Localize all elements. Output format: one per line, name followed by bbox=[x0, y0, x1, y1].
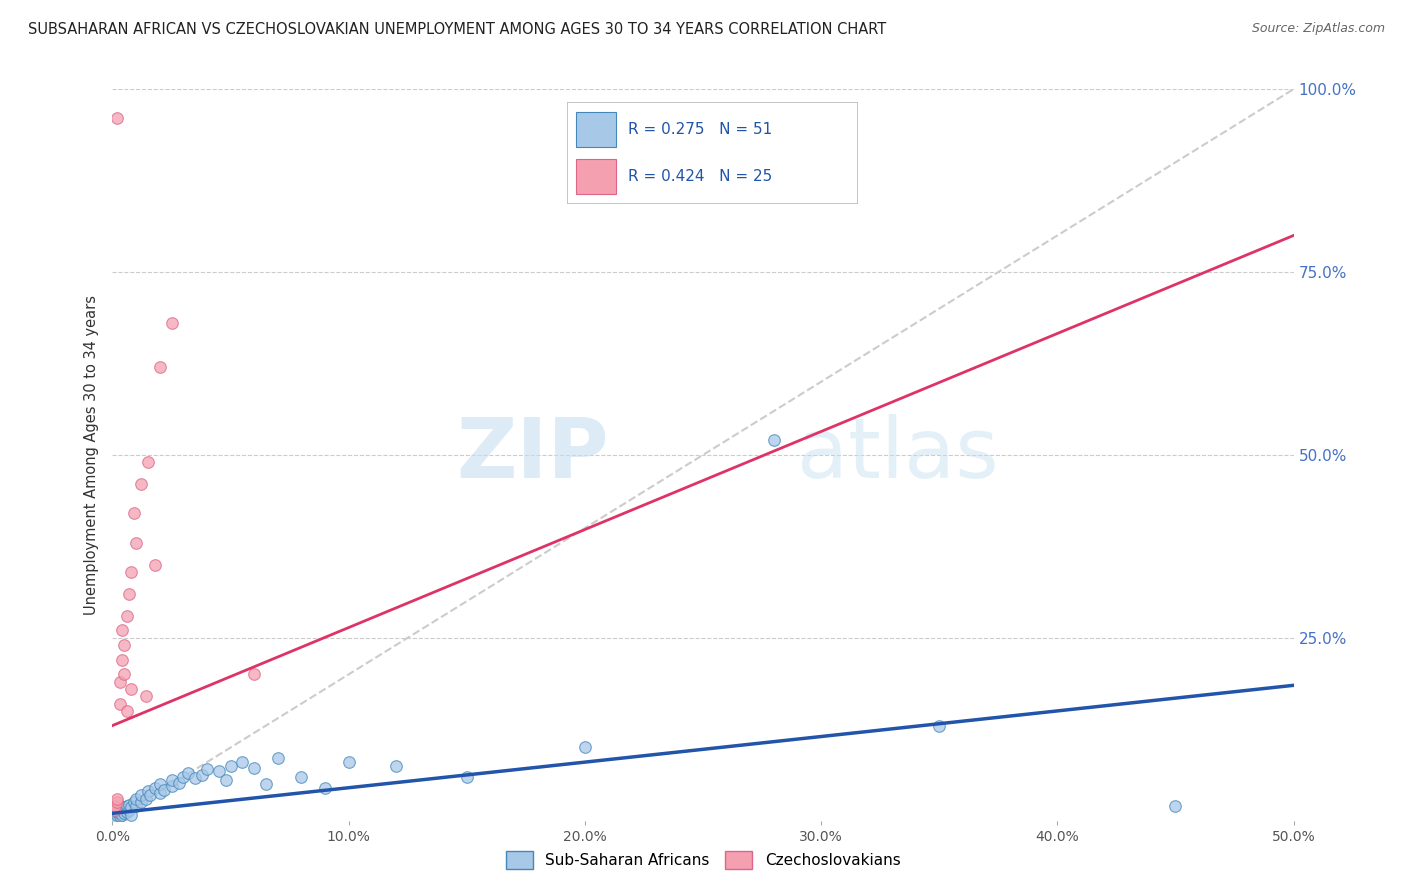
Point bbox=[112, 638, 135, 652]
Point bbox=[115, 704, 138, 718]
Point bbox=[1164, 799, 1187, 814]
Point bbox=[108, 697, 131, 711]
Point bbox=[184, 771, 207, 785]
Point bbox=[149, 777, 172, 791]
Point bbox=[104, 810, 127, 824]
Point bbox=[112, 806, 135, 821]
Point bbox=[120, 565, 142, 579]
Point bbox=[208, 764, 231, 778]
Point bbox=[136, 455, 159, 469]
Point bbox=[149, 360, 172, 375]
Text: atlas: atlas bbox=[797, 415, 1000, 495]
Point bbox=[122, 796, 145, 810]
Point bbox=[385, 758, 408, 772]
Point bbox=[243, 667, 266, 681]
Point bbox=[574, 740, 596, 755]
Point bbox=[118, 803, 141, 817]
Point bbox=[143, 780, 166, 795]
Point bbox=[191, 768, 214, 782]
Point bbox=[135, 690, 157, 704]
Point bbox=[337, 755, 360, 769]
Point bbox=[104, 799, 127, 814]
Point bbox=[120, 800, 142, 814]
Point bbox=[129, 788, 152, 802]
Point bbox=[231, 755, 253, 769]
Point bbox=[314, 780, 336, 795]
Point bbox=[928, 718, 950, 732]
Point bbox=[267, 751, 290, 765]
Point bbox=[108, 806, 131, 821]
Point bbox=[149, 786, 172, 800]
Point bbox=[125, 535, 148, 549]
Point bbox=[139, 788, 162, 802]
Point bbox=[129, 477, 152, 491]
Point bbox=[153, 783, 176, 797]
Point bbox=[105, 791, 128, 805]
Point bbox=[135, 791, 157, 805]
Point bbox=[108, 809, 131, 823]
Point bbox=[111, 803, 134, 817]
Point bbox=[160, 316, 183, 330]
Point bbox=[243, 761, 266, 775]
Point bbox=[120, 681, 142, 696]
Point bbox=[143, 558, 166, 572]
Point bbox=[762, 434, 785, 448]
Point bbox=[111, 653, 134, 667]
Point bbox=[160, 779, 183, 793]
Point bbox=[105, 112, 128, 126]
Point bbox=[104, 803, 127, 817]
Point bbox=[167, 775, 190, 789]
Text: Source: ZipAtlas.com: Source: ZipAtlas.com bbox=[1251, 22, 1385, 36]
Point bbox=[177, 766, 200, 780]
Point bbox=[125, 791, 148, 805]
Point bbox=[456, 770, 478, 784]
Point bbox=[129, 796, 152, 810]
Text: SUBSAHARAN AFRICAN VS CZECHOSLOVAKIAN UNEMPLOYMENT AMONG AGES 30 TO 34 YEARS COR: SUBSAHARAN AFRICAN VS CZECHOSLOVAKIAN UN… bbox=[28, 22, 886, 37]
Point bbox=[136, 784, 159, 798]
Y-axis label: Unemployment Among Ages 30 to 34 years: Unemployment Among Ages 30 to 34 years bbox=[83, 295, 98, 615]
Point bbox=[125, 799, 148, 814]
Point bbox=[122, 507, 145, 521]
Point bbox=[112, 667, 135, 681]
Point bbox=[115, 608, 138, 623]
Point bbox=[105, 805, 128, 819]
Point bbox=[108, 674, 131, 689]
Point bbox=[160, 773, 183, 788]
Point bbox=[105, 807, 128, 822]
Point bbox=[290, 770, 312, 784]
Point bbox=[112, 800, 135, 814]
Legend: Sub-Saharan Africans, Czechoslovakians: Sub-Saharan Africans, Czechoslovakians bbox=[499, 846, 907, 875]
Point bbox=[115, 799, 138, 814]
Point bbox=[118, 587, 141, 601]
Point bbox=[172, 770, 194, 784]
Point bbox=[111, 624, 134, 638]
Point bbox=[111, 807, 134, 822]
Point bbox=[254, 777, 277, 791]
Point bbox=[118, 797, 141, 812]
Text: ZIP: ZIP bbox=[456, 415, 609, 495]
Point bbox=[195, 763, 218, 777]
Point bbox=[215, 773, 238, 788]
Point bbox=[105, 796, 128, 810]
Point bbox=[115, 805, 138, 819]
Point bbox=[120, 807, 142, 822]
Point bbox=[219, 758, 242, 772]
